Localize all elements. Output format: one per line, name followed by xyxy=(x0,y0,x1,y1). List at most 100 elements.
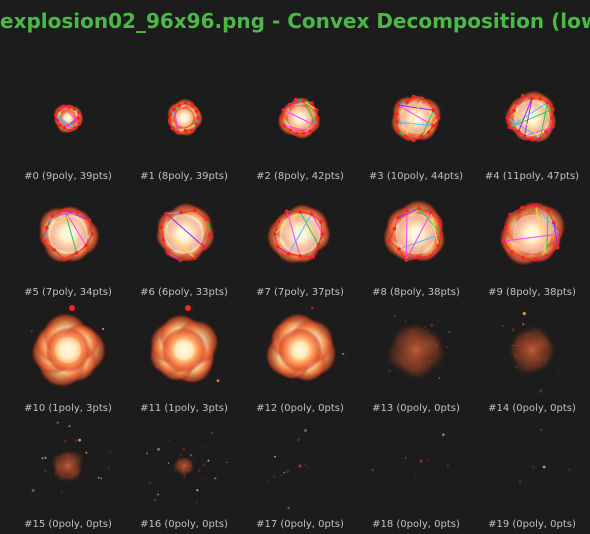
frame-grid: #0 (9poly, 39pts) #1 (8poly, 39pts) #2 (8p… xyxy=(10,70,590,534)
poly-edge xyxy=(407,207,420,211)
frame-cell: #14 (0poly, 0pts) xyxy=(474,302,590,418)
poly-edge xyxy=(534,205,548,256)
poly-edge xyxy=(165,213,205,248)
frame-caption: #16 (0poly, 0pts) xyxy=(140,519,228,530)
explosion-sprite xyxy=(504,90,557,144)
poly-edge xyxy=(64,209,78,254)
poly-point xyxy=(314,108,319,112)
poly-point xyxy=(544,253,549,258)
poly-edge xyxy=(397,207,420,219)
poly-point xyxy=(176,130,181,135)
frame-caption: #12 (0poly, 0pts) xyxy=(256,403,344,414)
poly-edge xyxy=(299,211,319,245)
poly-point xyxy=(69,305,75,311)
ember-speck xyxy=(201,481,203,483)
poly-point xyxy=(545,100,550,105)
poly-edge xyxy=(46,212,79,229)
hot-core xyxy=(55,337,81,363)
ember-speck xyxy=(557,369,560,371)
ember-speck xyxy=(63,439,67,443)
poly-point xyxy=(530,96,534,100)
poly-point xyxy=(294,132,299,136)
explosion-sprite xyxy=(384,315,450,381)
ember-speck xyxy=(304,464,307,467)
poly-point xyxy=(533,203,538,208)
poly-point xyxy=(170,126,175,131)
poly-point xyxy=(193,256,197,260)
ember-speck xyxy=(97,476,100,479)
ember-speck xyxy=(404,457,407,459)
frame-cell: #7 (7poly, 37pts) xyxy=(242,186,358,302)
poly-point xyxy=(411,138,416,142)
poly-point xyxy=(58,123,62,127)
poly-point xyxy=(392,226,397,231)
ember-speck xyxy=(414,476,416,479)
ember-speck xyxy=(297,438,301,442)
poly-point xyxy=(429,210,433,215)
ember-speck xyxy=(532,466,535,469)
poly-edge xyxy=(289,100,305,106)
poly-edge xyxy=(166,212,181,214)
poly-edge xyxy=(55,114,70,131)
explosion-sprite xyxy=(390,94,442,143)
ember-speck xyxy=(141,464,143,466)
explosion-sprite xyxy=(371,433,449,502)
poly-point xyxy=(404,258,408,262)
ember-speck xyxy=(541,393,543,395)
explosion-sprite xyxy=(155,202,216,263)
frame-caption: #5 (7poly, 34pts) xyxy=(24,287,112,298)
poly-point xyxy=(57,108,61,112)
ember-speck xyxy=(167,462,170,464)
poly-point xyxy=(202,245,207,249)
explosion-sprite xyxy=(518,428,571,484)
explosion-sprite xyxy=(382,199,446,262)
explosion-sprite xyxy=(277,96,321,140)
frame-cell: #3 (10poly, 44pts) xyxy=(358,70,474,186)
frame-cell: #1 (8poly, 39pts) xyxy=(126,70,242,186)
poly-point xyxy=(185,305,191,311)
poly-point xyxy=(405,208,409,213)
frame-caption: #3 (10poly, 44pts) xyxy=(368,171,464,182)
fire-core xyxy=(45,327,91,373)
explosion-sprite xyxy=(502,312,560,395)
poly-point xyxy=(395,112,399,116)
poly-point xyxy=(551,107,555,112)
poly-point xyxy=(546,209,550,213)
ember-speck xyxy=(310,306,314,310)
ember-speck xyxy=(280,474,282,476)
poly-point xyxy=(515,101,519,105)
frame-caption: #15 (0poly, 0pts) xyxy=(24,519,112,530)
frame-cell: #2 (8poly, 42pts) xyxy=(242,70,358,186)
hot-core xyxy=(62,112,74,124)
poly-point xyxy=(72,107,77,111)
poly-point xyxy=(504,225,508,230)
hot-core xyxy=(48,214,88,254)
ember-speck xyxy=(226,461,228,464)
frame-caption: #2 (8poly, 42pts) xyxy=(256,171,344,182)
poly-edge xyxy=(509,102,548,128)
ember-speck xyxy=(442,433,445,436)
poly-point xyxy=(431,123,435,128)
poly-point xyxy=(298,254,302,258)
poly-point xyxy=(285,209,289,213)
explosion-sprite xyxy=(30,305,107,388)
hot-core xyxy=(174,108,194,128)
poly-edge xyxy=(421,117,439,137)
ember-speck xyxy=(502,325,504,327)
poly-point xyxy=(411,94,416,99)
poly-point xyxy=(190,128,195,133)
ember-speck xyxy=(196,501,198,504)
poly-point xyxy=(316,242,321,247)
ember-speck xyxy=(448,331,450,333)
frame-caption: #14 (0poly, 0pts) xyxy=(488,403,576,414)
frame-cell: #13 (0poly, 0pts) xyxy=(358,302,474,418)
poly-edge xyxy=(507,117,541,139)
poly-edge xyxy=(546,210,549,256)
poly-edge xyxy=(161,227,196,259)
ember-speck xyxy=(191,308,194,310)
ember-speck xyxy=(342,352,345,356)
ember-speck xyxy=(304,429,307,432)
poly-point xyxy=(76,116,80,120)
poly-edge xyxy=(283,125,311,132)
poly-edge xyxy=(64,209,90,221)
